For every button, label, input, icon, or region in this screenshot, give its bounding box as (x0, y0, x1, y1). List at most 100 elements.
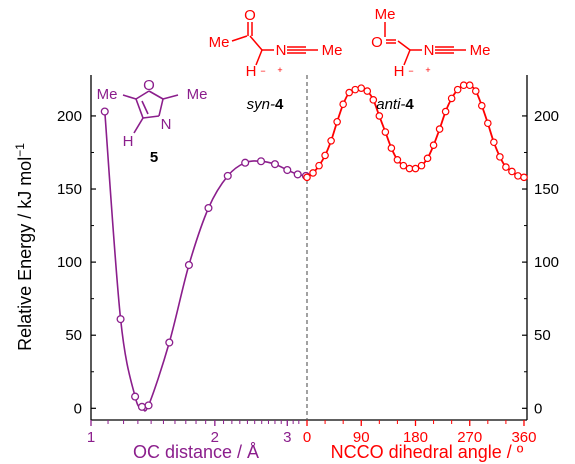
oxazole-structure (122, 90, 179, 134)
syn-4-plus-charge: + (277, 65, 282, 75)
oc-distance-point (293, 170, 302, 179)
dihedral-angle-point (477, 101, 486, 110)
dihedral-angle-point (387, 144, 396, 152)
dihedral-angle-point (484, 119, 492, 128)
dihedral-angle-point (508, 167, 516, 176)
dihedral-angle-point (471, 87, 480, 95)
x-tick-label-right: 360 (511, 429, 536, 446)
y-tick-label-left: 200 (57, 108, 82, 125)
y-tick-label-right: 50 (534, 327, 551, 344)
dihedral-angle-points (303, 81, 528, 182)
oc-distance-point (283, 165, 292, 175)
anti-4-methyl-n: Me (470, 42, 491, 59)
oxazole-methyl-right: Me (187, 86, 208, 103)
dihedral-angle-point (363, 87, 372, 95)
syn-4-structure (231, 22, 318, 66)
oc-distance-point (256, 157, 266, 166)
y-axis-ticks: 0 0 50 50 100 100 150 150 200 200 (57, 108, 559, 417)
x-tick-label-right: 0 (303, 429, 311, 446)
dihedral-angle-point (309, 169, 317, 177)
y-tick-label-right: 150 (534, 181, 559, 198)
dihedral-angle-point (435, 125, 444, 133)
oc-distance-point (270, 160, 280, 169)
anti-4-minus-charge: − (408, 66, 413, 76)
anti-4-label: anti-4 (376, 96, 414, 113)
dihedral-angle-point (399, 161, 408, 170)
x-axis-ticks-right: 0 90 180 270 360 (303, 420, 537, 446)
y-tick-label-left: 50 (65, 327, 82, 344)
oc-distance-point (137, 402, 147, 411)
dihedral-angle-point (447, 94, 456, 103)
oc-distance-point (184, 260, 193, 270)
dihedral-angle-point (375, 112, 384, 120)
dihedral-angle-point (502, 163, 510, 171)
dihedral-angle-point (453, 85, 462, 94)
oc-distance-curve (104, 111, 307, 412)
dihedral-angle-point (303, 173, 311, 182)
oc-distance-point (116, 315, 125, 324)
x-tick-label-right: 270 (457, 429, 482, 446)
dihedral-angle-point (411, 164, 420, 173)
y-tick-label-left: 0 (74, 400, 82, 417)
oc-distance-point (223, 171, 232, 180)
oc-distance-point (131, 392, 140, 401)
oc-distance-points (100, 107, 310, 411)
x-axis-title-left: OC distance / Å (133, 442, 259, 462)
oxazole-nitrogen-label: N (161, 116, 172, 133)
oc-distance-point (165, 338, 174, 347)
y-tick-label-left: 150 (57, 181, 82, 198)
dihedral-angle-curve (306, 83, 525, 179)
x-tick-label-right: 90 (353, 429, 370, 446)
x-tick-label-right: 180 (403, 429, 428, 446)
anti-4-oxygen-label: O (371, 34, 383, 51)
oc-distance-point (100, 107, 109, 116)
y-tick-label-left: 100 (57, 254, 82, 271)
syn-4-oxygen-label: O (244, 7, 256, 24)
compound-5-label: 5 (150, 149, 158, 166)
dihedral-angle-point (315, 161, 323, 170)
dihedral-angle-point (327, 136, 335, 145)
dihedral-angle-point (417, 161, 426, 170)
dihedral-angle-point (369, 96, 378, 104)
syn-4-hydrogen-label: H (246, 63, 257, 80)
dihedral-angle-point (490, 138, 498, 147)
syn-4-label: syn-4 (247, 96, 284, 113)
dihedral-angle-point (321, 151, 329, 160)
dihedral-angle-point (333, 117, 341, 126)
dihedral-angle-point (357, 84, 366, 92)
x-tick-label-left: 3 (283, 429, 291, 446)
dihedral-angle-point (465, 81, 474, 90)
x-tick-label-left: 2 (211, 429, 219, 446)
anti-4-structure (384, 22, 466, 66)
dihedral-angle-point (339, 100, 347, 109)
y-tick-label-right: 0 (534, 400, 542, 417)
y-tick-label-right: 200 (534, 108, 559, 125)
dihedral-angle-point (381, 128, 390, 136)
dihedral-angle-point (514, 172, 522, 180)
x-axis-ticks-left: 1 2 3 (87, 420, 300, 446)
dihedral-angle-point (423, 154, 432, 163)
oc-distance-point (241, 158, 250, 167)
syn-4-nitrogen-label: N (276, 42, 287, 59)
syn-4-methyl-n: Me (322, 42, 343, 59)
syn-4-minus-charge: − (260, 66, 265, 76)
dihedral-angle-point (520, 173, 528, 182)
syn-4-methyl-top: Me (209, 34, 230, 51)
x-tick-label-left: 1 (87, 429, 95, 446)
oc-distance-point (204, 203, 213, 213)
dihedral-angle-point (429, 141, 438, 149)
anti-4-methyl-top: Me (375, 6, 396, 23)
y-axis-title: Relative Energy / kJ mol−1 (13, 143, 35, 351)
x-axis-title-right: NCCO dihedral angle / º (331, 442, 524, 462)
anti-4-nitrogen-label: N (424, 42, 435, 59)
oxazole-oxygen-label: O (143, 77, 155, 94)
anti-4-plus-charge: + (425, 65, 430, 75)
dihedral-angle-point (393, 155, 402, 164)
y-tick-label-right: 100 (534, 254, 559, 271)
dihedral-angle-point (345, 88, 353, 97)
dihedral-angle-point (496, 153, 504, 161)
oxazole-hydrogen-label: H (123, 133, 134, 150)
dihedral-angle-point (351, 85, 360, 94)
oc-distance-point (144, 401, 153, 410)
